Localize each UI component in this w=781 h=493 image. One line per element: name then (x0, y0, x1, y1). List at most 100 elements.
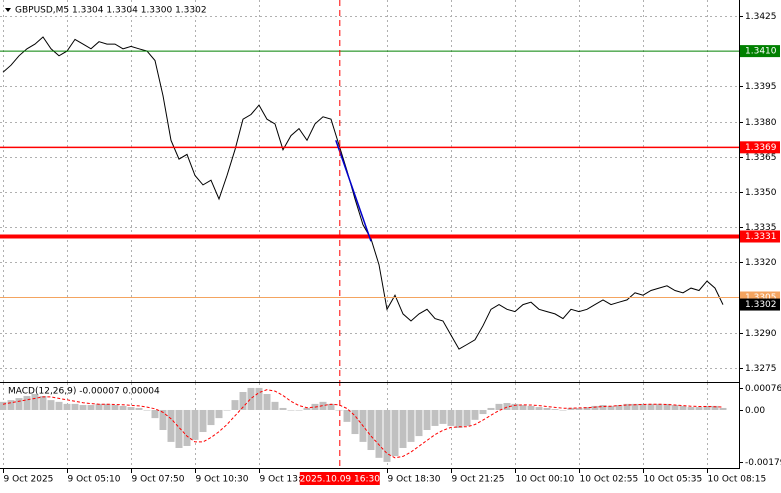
macd-bar (239, 391, 247, 410)
x-tick-label: 9 Oct 2025 (4, 475, 54, 485)
macd-bar (463, 409, 471, 426)
current-price-box (740, 298, 780, 311)
current-price-label: 1.3302 (745, 300, 777, 310)
macd-title: MACD(12,26,9) -0.00007 0.00004 (8, 387, 160, 397)
macd-bar (119, 405, 127, 410)
macd-bar (263, 394, 271, 410)
macd-bar (399, 409, 407, 448)
macd-bar (671, 405, 679, 410)
macd-bar (471, 409, 479, 420)
macd-bar (431, 409, 439, 426)
macd-bar (519, 405, 527, 410)
macd-bar (63, 403, 71, 410)
macd-bar (0, 401, 7, 410)
macd-bar (423, 409, 431, 430)
macd-bar (551, 409, 559, 410)
macd-bar (223, 409, 231, 411)
chart-title: GBPUSD,M5 1.3304 1.3304 1.3300 1.3302 (15, 6, 207, 16)
macd-bar (567, 407, 575, 410)
macd-bar (495, 403, 503, 410)
x-tick-label: 10 Oct 02:55 (580, 475, 639, 485)
y-tick-label: 1.3290 (745, 329, 777, 339)
macd-bar (207, 409, 215, 426)
level-label-box (740, 141, 780, 154)
y-tick-label: 1.3320 (745, 258, 777, 268)
macd-bar (247, 387, 255, 410)
macd-bar (407, 409, 415, 442)
macd-bar (55, 401, 63, 410)
macd-bar (103, 403, 111, 410)
level-label-box (740, 45, 780, 58)
macd-bar (271, 401, 279, 410)
x-tick-label: 10 Oct 08:15 (708, 475, 767, 485)
level-label: 1.3369 (745, 143, 777, 153)
macd-bar (175, 409, 183, 448)
macd-bar (647, 403, 655, 410)
macd-bar (447, 409, 455, 426)
x-tick-label: 9 Oct 05:10 (68, 475, 121, 485)
macd-bar (623, 403, 631, 410)
macd-bar (159, 409, 167, 430)
macd-bar (543, 407, 551, 410)
macd-bar (383, 409, 391, 462)
macd-bar (639, 403, 647, 410)
x-tick-label: 9 Oct 21:25 (452, 475, 505, 485)
macd-bar (375, 409, 383, 458)
x-tick-label: 9 Oct 18:30 (388, 475, 441, 485)
macd-bar (335, 409, 343, 411)
macd-bar (135, 407, 143, 410)
macd-bar (87, 405, 95, 410)
macd-bar (527, 405, 535, 410)
macd-bar (607, 405, 615, 410)
y-tick-label: 0.00 (745, 406, 765, 416)
macd-bar (367, 409, 375, 451)
macd-bar (575, 407, 583, 410)
macd-bar (151, 409, 159, 419)
y-tick-label: 1.3395 (745, 82, 777, 92)
macd-bar (295, 409, 303, 411)
crosshair-label-box (299, 472, 380, 485)
macd-bar (79, 405, 87, 410)
signal-line (2, 389, 724, 459)
macd-bar (31, 394, 39, 410)
y-tick-label: 1.3365 (745, 153, 777, 163)
macd-bar (199, 409, 207, 433)
macd-bar (655, 403, 663, 410)
macd-bar (663, 403, 671, 410)
macd-bar (303, 407, 311, 410)
y-tick-label: 1.3380 (745, 118, 777, 128)
macd-bar (167, 409, 175, 442)
plot-layer (0, 0, 739, 468)
macd-bar (415, 409, 423, 437)
x-tick-label: 9 Oct 07:50 (132, 475, 185, 485)
macd-bar (111, 405, 119, 410)
macd-bar (95, 403, 103, 410)
x-tick-label: 9 Oct 13: (260, 475, 302, 485)
price-line (2, 36, 724, 350)
macd-bar (391, 409, 399, 457)
crosshair-label: 2025.10.09 16:30 (300, 475, 381, 485)
macd-bar (191, 409, 199, 440)
level-label: 1.3331 (745, 232, 777, 242)
macd-bar (127, 407, 135, 410)
macd-bar (15, 398, 23, 410)
macd-bar (687, 407, 695, 410)
level-label: 1.3305 (745, 293, 777, 303)
x-tick-label: 10 Oct 05:35 (644, 475, 703, 485)
y-tick-label: 1.3335 (745, 223, 777, 233)
macd-bar (319, 401, 327, 410)
macd-bar (279, 407, 287, 410)
x-tick-label: 10 Oct 00:10 (516, 475, 575, 485)
macd-bar (215, 409, 223, 419)
macd-bar (703, 405, 711, 410)
macd-bar (327, 403, 335, 410)
macd-bar (591, 405, 599, 410)
macd-bar (351, 409, 359, 435)
macd-bar (343, 409, 351, 422)
macd-bar (695, 407, 703, 410)
macd-bar (511, 403, 519, 410)
macd-bar (143, 409, 151, 411)
y-tick-label: 1.3425 (745, 12, 777, 22)
macd-bar (47, 400, 55, 410)
